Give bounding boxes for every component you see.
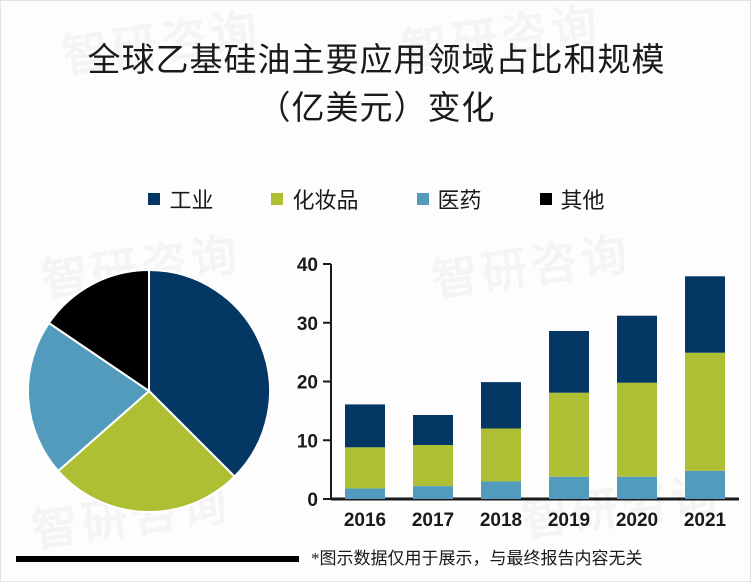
footnote: *图示数据仅用于展示，与最终报告内容无关 xyxy=(311,549,643,568)
bar-segment-化妆品-2018[interactable] xyxy=(481,428,521,482)
title-line-2: （亿美元）变化 xyxy=(257,91,496,127)
pie-slice-工业[interactable] xyxy=(148,269,271,478)
legend-swatch-icon xyxy=(416,193,429,205)
pie-chart xyxy=(27,269,271,513)
bar-segment-化妆品-2019[interactable] xyxy=(549,392,589,477)
bar-segment-工业-2016[interactable] xyxy=(345,404,385,448)
legend-label: 其他 xyxy=(560,188,605,213)
legend-item-other[interactable]: 其他 xyxy=(539,183,605,215)
chart-legend: 工业 化妆品 医药 其他 xyxy=(1,183,750,215)
bar-segment-医药-2016[interactable] xyxy=(345,488,385,499)
bar-segment-工业-2019[interactable] xyxy=(549,331,589,393)
legend-item-industrial[interactable]: 工业 xyxy=(148,183,213,215)
x-tick-label: 2021 xyxy=(684,510,727,531)
legend-label: 工业 xyxy=(169,188,214,213)
bar-segment-化妆品-2020[interactable] xyxy=(617,382,657,477)
bar-chart: 0 10 20 30 40 2016 2017 2018 2019 2020 2021 xyxy=(293,251,741,541)
bar-segment-工业-2018[interactable] xyxy=(481,382,521,429)
x-tick-label: 2018 xyxy=(480,510,522,531)
page-title: 全球乙基硅油主要应用领域占比和规模 （亿美元）变化 xyxy=(1,37,750,133)
y-tick-label: 40 xyxy=(297,255,318,276)
bar-segment-化妆品-2016[interactable] xyxy=(345,447,385,489)
x-tick-label: 2020 xyxy=(616,510,658,531)
y-tick-label: 10 xyxy=(297,431,318,452)
x-tick-label: 2017 xyxy=(412,510,454,531)
bar-segment-医药-2018[interactable] xyxy=(481,481,521,499)
y-tick-label: 20 xyxy=(297,373,318,394)
legend-label: 化妆品 xyxy=(292,188,359,213)
bar-segment-化妆品-2021[interactable] xyxy=(685,352,725,471)
legend-swatch-icon xyxy=(271,193,284,205)
title-line-1: 全球乙基硅油主要应用领域占比和规模 xyxy=(87,43,666,79)
bar-segment-医药-2021[interactable] xyxy=(685,470,725,499)
y-tick-label: 0 xyxy=(307,490,318,511)
x-tick-label: 2016 xyxy=(344,510,386,531)
y-tick-label: 30 xyxy=(297,314,318,335)
bar-segment-化妆品-2017[interactable] xyxy=(413,444,453,486)
legend-item-pharma[interactable]: 医药 xyxy=(416,183,482,215)
pie-slice-其他[interactable] xyxy=(47,269,150,393)
legend-swatch-icon xyxy=(148,193,161,205)
bar-segment-医药-2019[interactable] xyxy=(549,476,589,499)
bottom-rule xyxy=(16,556,299,562)
bar-segment-工业-2021[interactable] xyxy=(685,276,725,353)
bar-chart-svg: 0 10 20 30 40 2016 2017 2018 2019 2020 2021 xyxy=(297,255,739,531)
x-tick-label: 2019 xyxy=(548,510,590,531)
legend-item-cosmetics[interactable]: 化妆品 xyxy=(271,183,359,215)
pie-slice-医药[interactable] xyxy=(27,321,151,473)
legend-label: 医药 xyxy=(437,188,482,213)
legend-swatch-icon xyxy=(539,193,552,205)
bar-segment-工业-2017[interactable] xyxy=(413,415,453,445)
pie-slice-化妆品[interactable] xyxy=(56,389,236,513)
pie-chart-svg xyxy=(27,269,271,513)
bar-segment-医药-2017[interactable] xyxy=(413,486,453,499)
bar-segment-工业-2020[interactable] xyxy=(617,315,657,383)
bar-segment-医药-2020[interactable] xyxy=(617,476,657,499)
